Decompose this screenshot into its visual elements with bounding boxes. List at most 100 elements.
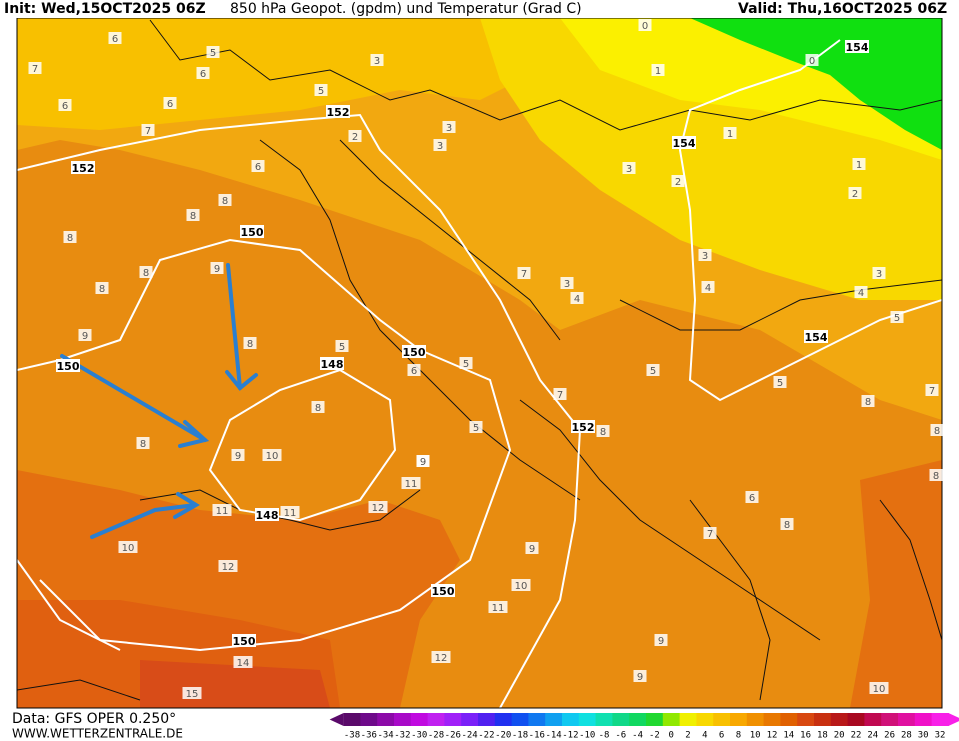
colorbar-tick-label: -38 <box>344 731 360 741</box>
label-box <box>326 105 350 118</box>
colorbar-tick-label: -24 <box>461 731 477 741</box>
colorbar-tick-label: 28 <box>901 731 912 741</box>
colorbar-tick-label: 8 <box>736 731 741 741</box>
label-box <box>368 501 388 513</box>
colorbar-tick-label: -4 <box>632 731 643 741</box>
temperature-label: 8 <box>933 471 939 482</box>
label-box <box>206 46 220 58</box>
colorbar-tick-label: -22 <box>478 731 494 741</box>
colorbar-tick-label: 12 <box>767 731 778 741</box>
colorbar-swatch <box>713 713 731 726</box>
temperature-label: 10 <box>266 451 279 462</box>
geopotential-label: 154 <box>673 137 696 150</box>
label-box <box>280 506 300 518</box>
temperature-label: 8 <box>67 233 73 244</box>
temperature-label: 10 <box>515 581 528 592</box>
temperature-label: 9 <box>235 451 241 462</box>
temperature-label: 3 <box>374 56 380 67</box>
colorbar-tick-label: 0 <box>668 731 673 741</box>
temperature-label: 0 <box>642 21 648 32</box>
label-box <box>186 209 200 221</box>
label-box <box>433 139 447 151</box>
colorbar-tick-label: 32 <box>935 731 946 741</box>
colorbar-swatch <box>881 713 899 726</box>
label-box <box>348 130 362 142</box>
temperature-label: 7 <box>557 390 563 401</box>
label-box <box>848 187 862 199</box>
temperature-label: 7 <box>707 529 713 540</box>
label-box <box>210 262 224 274</box>
label-box <box>651 64 665 76</box>
temperature-label: 5 <box>463 359 469 370</box>
label-box <box>698 249 712 261</box>
label-box <box>723 127 737 139</box>
temperature-label: 8 <box>315 403 321 414</box>
label-box <box>929 469 943 481</box>
label-box <box>314 84 328 96</box>
label-box <box>570 292 584 304</box>
colorbar-tick-label: 16 <box>800 731 811 741</box>
label-box <box>311 401 325 413</box>
label-box <box>255 508 279 521</box>
label-box <box>56 359 80 372</box>
label-box <box>240 225 264 238</box>
temperature-label: 8 <box>140 439 146 450</box>
temperature-label: 3 <box>626 164 632 175</box>
colorbar-swatch <box>847 713 865 726</box>
colorbar: -38 -36 -34 -32 -30 -28 -26 -24 -22 -20 -18 -16 -14-… <box>329 713 959 741</box>
colorbar-tick-label: -16 <box>529 731 545 741</box>
colorbar-tick-label: 10 <box>750 731 761 741</box>
temperature-label: 3 <box>876 269 882 280</box>
label-box <box>930 424 944 436</box>
colorbar-swatch <box>444 713 462 726</box>
colorbar-swatch <box>763 713 781 726</box>
temperature-label: 9 <box>637 672 643 683</box>
colorbar-tick-label: -6 <box>615 731 626 741</box>
temperature-label: 8 <box>247 339 253 350</box>
temperature-label: 7 <box>32 64 38 75</box>
geopotential-label: 150 <box>57 360 80 373</box>
colorbar-tick-label: 30 <box>918 731 929 741</box>
label-box <box>780 518 794 530</box>
label-box <box>182 687 202 699</box>
label-box <box>805 54 819 66</box>
label-box <box>773 376 787 388</box>
temperature-label: 15 <box>186 689 199 700</box>
temperature-label: 0 <box>809 56 815 67</box>
label-box <box>869 682 889 694</box>
label-box <box>517 267 531 279</box>
colorbar-swatch <box>427 713 445 726</box>
label-box <box>431 651 451 663</box>
label-box <box>136 437 150 449</box>
temperature-label: 12 <box>372 503 385 514</box>
website: WWW.WETTERZENTRALE.DE <box>12 727 183 741</box>
temperature-label: 9 <box>214 264 220 275</box>
label-box <box>95 282 109 294</box>
colorbar-tick-label: 20 <box>834 731 845 741</box>
label-box <box>233 656 253 668</box>
label-box <box>804 330 828 343</box>
colorbar-tick-label: -12 <box>562 731 578 741</box>
colorbar-swatch <box>612 713 630 726</box>
colorbar-swatch <box>461 713 479 726</box>
temperature-label: 8 <box>222 196 228 207</box>
colorbar-swatch <box>562 713 580 726</box>
temperature-label: 8 <box>190 211 196 222</box>
colorbar-swatch <box>746 713 765 726</box>
label-box <box>854 286 868 298</box>
temperature-label: 4 <box>574 294 580 305</box>
temperature-label: 12 <box>222 562 235 573</box>
temperature-label: 8 <box>99 284 105 295</box>
label-box <box>320 357 344 370</box>
label-box <box>78 329 92 341</box>
label-box <box>459 357 473 369</box>
colorbar-swatch <box>830 713 849 726</box>
temperature-label: 5 <box>650 366 656 377</box>
colorbar-swatch <box>797 713 815 726</box>
label-box <box>262 449 282 461</box>
label-box <box>638 19 652 31</box>
colorbar-tick-label: -10 <box>579 731 595 741</box>
geopotential-label: 152 <box>327 106 350 119</box>
label-box <box>646 364 660 376</box>
